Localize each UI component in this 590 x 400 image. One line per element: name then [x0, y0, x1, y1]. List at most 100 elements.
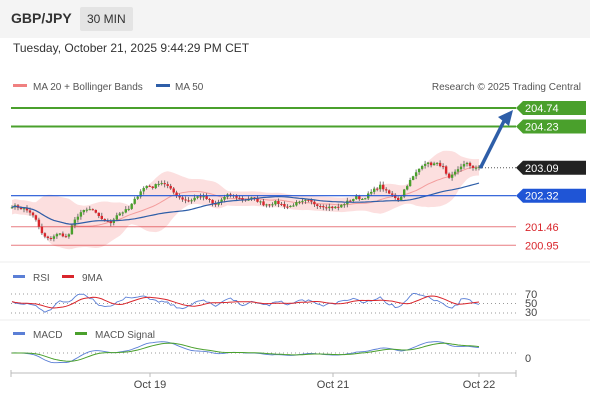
- candle-up: [79, 212, 83, 217]
- candle-up: [220, 199, 223, 203]
- candle-up: [459, 166, 463, 170]
- candle-down: [37, 219, 41, 227]
- candle-up: [157, 183, 160, 185]
- candle-up: [432, 163, 436, 166]
- candle-down: [187, 200, 190, 202]
- candle-up: [55, 234, 59, 237]
- last-price-label: 203.09: [525, 163, 559, 175]
- candle-up: [88, 209, 91, 211]
- candle-down: [235, 195, 238, 198]
- candle-down: [316, 204, 319, 206]
- candle-up: [292, 205, 295, 207]
- ma50-legend-swatch: [156, 84, 170, 87]
- price-panel: [10, 150, 481, 250]
- bb-legend-label: MA 20 + Bollinger Bands: [33, 82, 143, 93]
- x-tick-oct21: Oct 21: [317, 379, 349, 391]
- candle-up: [298, 201, 301, 203]
- candle-up: [115, 215, 118, 220]
- candle-up: [435, 162, 439, 164]
- candle-up: [373, 188, 376, 192]
- credit-text: Research © 2025 Trading Central: [432, 82, 581, 93]
- candle-down: [46, 236, 50, 238]
- candle-down: [277, 201, 280, 204]
- candle-down: [166, 184, 169, 186]
- candle-down: [349, 200, 352, 202]
- candle-down: [64, 236, 68, 238]
- candle-down: [211, 199, 214, 204]
- level-201-46-label: 201.46: [525, 222, 559, 234]
- candle-down: [253, 197, 256, 199]
- candle-down: [388, 190, 391, 194]
- macd-signal-line: [12, 342, 480, 362]
- rsi-level-70: 70: [525, 289, 537, 301]
- candle-down: [283, 204, 286, 207]
- candle-down: [49, 238, 53, 239]
- candle-up: [400, 196, 403, 201]
- candle-up: [130, 203, 133, 209]
- candle-up: [196, 196, 199, 198]
- candle-up: [328, 206, 331, 209]
- candle-up: [67, 234, 71, 237]
- candle-down: [382, 184, 385, 190]
- candle-down: [91, 209, 94, 211]
- candle-down: [325, 207, 328, 209]
- macd-legend-swatch: [13, 332, 25, 335]
- x-tick-oct19: Oct 19: [134, 379, 166, 391]
- ma50-legend-label: MA 50: [175, 82, 204, 93]
- candle-up: [417, 168, 421, 173]
- signal-legend-swatch: [75, 332, 87, 335]
- candle-up: [58, 233, 62, 235]
- macd-level-0: 0: [525, 353, 531, 365]
- rsi-panel: [11, 292, 516, 314]
- forecast-arrow-shaft: [479, 119, 506, 169]
- candle-up: [379, 184, 382, 190]
- candle-down: [31, 212, 35, 216]
- candle-down: [238, 197, 241, 199]
- candle-down: [322, 206, 325, 208]
- x-tick-oct22: Oct 22: [463, 379, 495, 391]
- rsi-legend-swatch: [13, 275, 25, 278]
- level-202-32-label: 202.32: [525, 191, 559, 203]
- candle-up: [408, 180, 412, 187]
- candle-up: [462, 164, 466, 167]
- candle-up: [223, 196, 226, 200]
- timeframe-button[interactable]: 30 MIN: [80, 7, 133, 31]
- candle-up: [411, 176, 415, 180]
- candle-down: [151, 186, 154, 188]
- candle-up: [450, 174, 454, 178]
- rsi-level-50: 50: [525, 298, 537, 310]
- candle-up: [76, 216, 80, 220]
- candle-up: [403, 189, 406, 197]
- candle-down: [385, 189, 388, 191]
- candle-down: [100, 215, 103, 219]
- candle-down: [40, 226, 44, 234]
- candle-up: [52, 236, 56, 239]
- pair-title: GBP/JPY: [11, 10, 72, 26]
- candle-down: [163, 183, 166, 185]
- candle-down: [280, 203, 283, 205]
- candle-down: [438, 162, 442, 167]
- candle-up: [70, 225, 74, 235]
- candle-down: [262, 201, 265, 206]
- candle-down: [103, 219, 106, 221]
- candle-down: [358, 196, 361, 200]
- candle-down: [468, 162, 472, 166]
- candle-down: [214, 203, 217, 205]
- candle-up: [426, 162, 430, 164]
- candle-up: [127, 208, 130, 210]
- candle-down: [310, 199, 313, 202]
- candle-up: [22, 208, 26, 210]
- signal-legend-label: MACD Signal: [95, 330, 155, 341]
- candle-down: [61, 233, 65, 237]
- candle-up: [85, 209, 88, 211]
- candle-up: [190, 200, 193, 202]
- candle-down: [169, 185, 172, 189]
- ma50-line: [11, 182, 480, 225]
- candle-down: [178, 196, 181, 198]
- candle-up: [420, 166, 424, 169]
- candle-up: [73, 219, 77, 226]
- candle-up: [343, 204, 346, 206]
- candle-up: [364, 198, 367, 200]
